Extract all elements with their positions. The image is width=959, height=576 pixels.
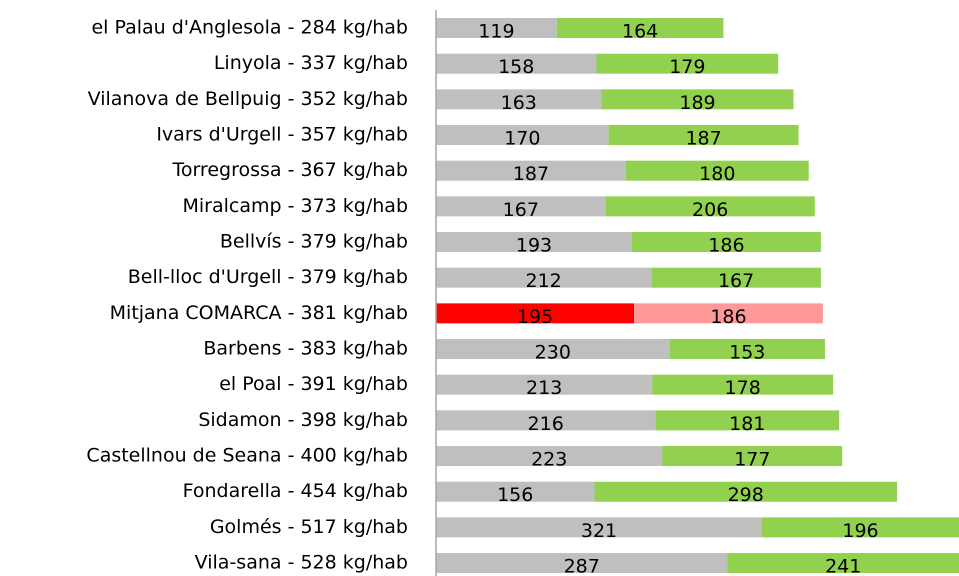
data-label: 153 — [729, 342, 765, 364]
data-label: 230 — [535, 342, 571, 364]
data-label: 163 — [501, 92, 537, 114]
bar-segment — [605, 196, 815, 217]
category-label: Vila-sana - 528 kg/hab — [195, 552, 408, 574]
data-label: 186 — [708, 235, 744, 257]
bar-segment — [727, 553, 959, 574]
data-label: 196 — [842, 520, 878, 542]
data-label: 167 — [718, 270, 754, 292]
data-label: 167 — [503, 199, 539, 221]
bar-segment — [652, 374, 834, 395]
data-label: 179 — [669, 56, 705, 78]
bar-segment — [436, 196, 606, 217]
category-label: Fondarella - 454 kg/hab — [183, 480, 408, 502]
plot-area — [436, 18, 959, 574]
data-label: 181 — [729, 413, 765, 435]
category-label: Torregrossa - 367 kg/hab — [171, 159, 408, 181]
bar-segment — [436, 339, 670, 360]
category-label: Bellvís - 379 kg/hab — [220, 231, 408, 253]
category-label: Linyola - 337 kg/hab — [214, 52, 408, 74]
data-label: 158 — [498, 56, 534, 78]
category-label: Bell-lloc d'Urgell - 379 kg/hab — [128, 266, 408, 288]
bar-segment — [662, 446, 843, 467]
category-label: Ivars d'Urgell - 357 kg/hab — [156, 124, 408, 146]
data-label: 321 — [581, 520, 617, 542]
bar-segment — [436, 89, 602, 110]
category-label: el Poal - 391 kg/hab — [219, 373, 408, 395]
bar-segment — [436, 53, 597, 74]
data-label: 223 — [531, 449, 567, 471]
data-label: 156 — [497, 484, 533, 506]
category-label: el Palau d'Anglesola - 284 kg/hab — [91, 17, 408, 39]
bar-segment — [436, 481, 595, 502]
data-label: 213 — [526, 377, 562, 399]
bar-segment — [761, 517, 959, 538]
bar-segment — [655, 410, 840, 431]
bar-segment — [436, 446, 663, 467]
category-label: Miralcamp - 373 kg/hab — [182, 195, 408, 217]
bar-segment — [608, 125, 799, 146]
bar-segment — [436, 18, 557, 38]
bar-segment — [436, 267, 652, 288]
data-label: 180 — [699, 163, 735, 185]
data-label: 170 — [504, 128, 540, 150]
bar-segment — [651, 267, 821, 288]
data-label: 212 — [526, 270, 562, 292]
bar-segment — [436, 125, 609, 146]
category-label: Sidamon - 398 kg/hab — [198, 409, 408, 431]
category-label: Golmés - 517 kg/hab — [210, 516, 408, 538]
bar-segment — [436, 517, 762, 538]
bar-segment — [625, 160, 809, 181]
bar-segment — [669, 339, 825, 360]
data-label: 177 — [734, 449, 770, 471]
bar-segment — [436, 410, 656, 431]
bar-segment — [436, 303, 635, 324]
data-label: 298 — [728, 484, 764, 506]
data-label: 193 — [516, 235, 552, 257]
category-label: Barbens - 383 kg/hab — [203, 338, 408, 360]
bar-segment — [436, 374, 653, 395]
data-label: 119 — [478, 21, 514, 43]
data-label: 186 — [710, 306, 746, 328]
data-label: 187 — [685, 128, 721, 150]
bar-segment — [594, 481, 898, 502]
data-label: 187 — [513, 163, 549, 185]
bar-segment — [436, 232, 632, 253]
category-label: Castellnou de Seana - 400 kg/hab — [86, 445, 408, 467]
data-label: 195 — [517, 306, 553, 328]
bar-segment — [556, 18, 724, 38]
category-label: Vilanova de Bellpuig - 352 kg/hab — [88, 88, 408, 110]
data-label: 241 — [825, 556, 861, 576]
category-label: Mitjana COMARCA - 381 kg/hab — [110, 302, 408, 324]
bar-segment — [436, 160, 626, 181]
data-label: 287 — [564, 556, 600, 576]
bar-segment — [631, 232, 821, 253]
bar-segment — [601, 89, 794, 110]
bar-segment — [596, 53, 779, 74]
data-label: 216 — [528, 413, 564, 435]
data-label: 206 — [692, 199, 728, 221]
data-label: 164 — [622, 21, 658, 43]
data-label: 178 — [725, 377, 761, 399]
data-label: 189 — [679, 92, 715, 114]
bar-segment — [634, 303, 823, 324]
bar-segment — [436, 553, 728, 574]
